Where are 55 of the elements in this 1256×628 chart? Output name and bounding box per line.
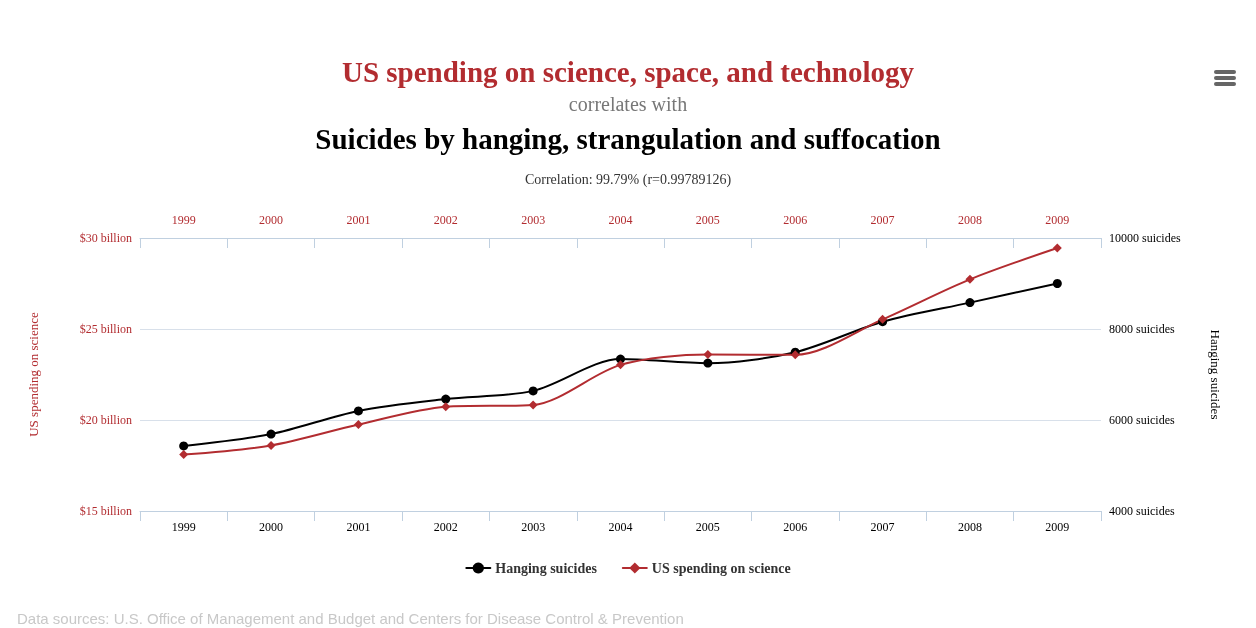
category-label: 2009 — [1045, 213, 1070, 227]
x-tick-label: 1999 — [171, 520, 196, 534]
point — [703, 349, 713, 359]
point — [353, 420, 363, 430]
x-tick-label: 2004 — [608, 520, 633, 534]
point — [703, 358, 713, 368]
text: Suicides by hanging, strangulation and suffocation — [315, 122, 941, 155]
x-tick-label: 2000 — [259, 520, 284, 534]
chart-title: US spending on science, space, and technology — [341, 55, 915, 88]
point — [1052, 279, 1062, 288]
x-tick-label: 2007 — [870, 520, 895, 534]
point — [965, 298, 975, 308]
y2-axis-title: Hanging suicides — [1208, 329, 1223, 420]
legend-label: Hanging suicides — [495, 560, 598, 576]
point — [616, 360, 625, 370]
text: Correlation: 99.79% (r=0.99789126) — [524, 171, 732, 188]
category-label: 2002 — [433, 213, 458, 227]
category-label: 2005 — [695, 213, 720, 227]
point — [179, 441, 189, 451]
x-tick-label: 2006 — [783, 520, 808, 534]
point — [528, 386, 538, 396]
category-label: 2008 — [957, 213, 982, 227]
x-tick-label: 2003 — [521, 520, 546, 534]
point — [266, 440, 276, 450]
point — [965, 274, 975, 284]
point — [1052, 243, 1062, 253]
legend-label: US spending on science — [651, 560, 791, 576]
point — [441, 402, 451, 412]
y-tick-label: $25 billion — [79, 322, 132, 336]
y2-tick-label: 6000 suicides — [1109, 413, 1175, 427]
x-tick-label: 2008 — [957, 520, 982, 534]
category-label: 2001 — [346, 213, 371, 227]
point — [353, 406, 363, 416]
y-tick-label: $20 billion — [79, 413, 132, 427]
category-label: 2007 — [870, 213, 895, 227]
x-tick-label: 2009 — [1045, 520, 1070, 534]
y2-tick-label: 8000 suicides — [1109, 322, 1175, 336]
category-label: 2003 — [521, 213, 546, 227]
point — [179, 450, 189, 460]
category-label: 2004 — [608, 213, 633, 227]
point — [528, 400, 538, 410]
point — [441, 394, 451, 404]
y2-tick-label: 10000 suicides — [1109, 231, 1181, 245]
category-label: 2000 — [259, 213, 284, 227]
y-tick-label: $15 billion — [79, 504, 132, 518]
x-tick-label: 2001 — [346, 520, 371, 534]
y-axis-title: US spending on science — [26, 311, 41, 437]
category-label: 2006 — [783, 213, 808, 227]
y-tick-label: $30 billion — [79, 231, 132, 245]
y2-tick-label: 4000 suicides — [1109, 504, 1175, 518]
x-tick-label: 2005 — [695, 520, 720, 534]
category-label: 1999 — [171, 213, 196, 227]
chart-subtitle: correlates with — [568, 93, 688, 115]
point — [266, 429, 276, 439]
x-tick-label: 2002 — [433, 520, 458, 534]
